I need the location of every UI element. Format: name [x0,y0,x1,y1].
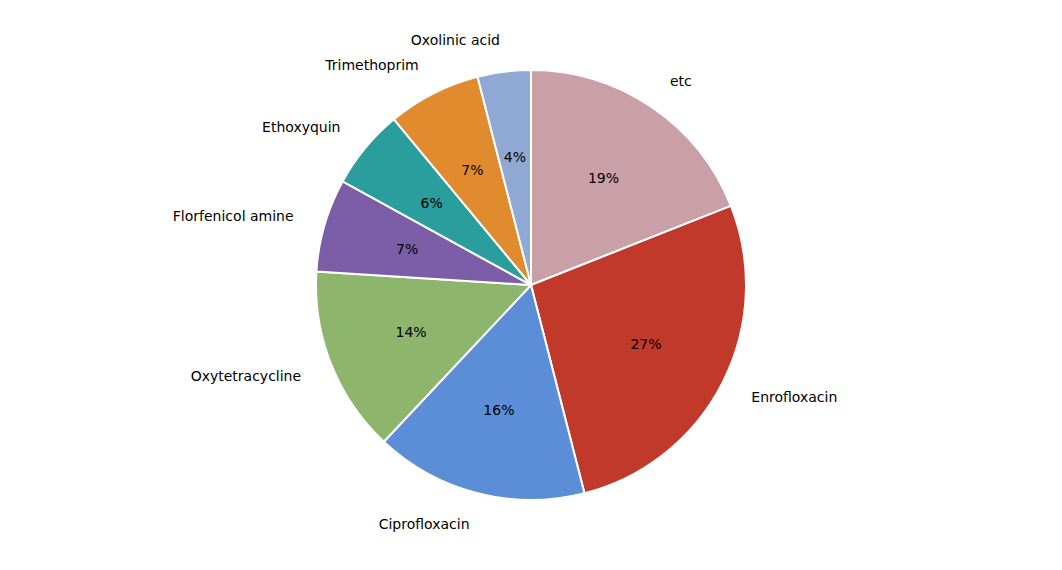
labels: etc 19% Enrofloxacin 27% Ciprofloxacin 16% Oxy… [173,32,838,533]
data-label: 14% [395,324,426,340]
slice-label: Enrofloxacin [751,389,837,405]
data-label: 19% [588,170,619,186]
slice-label: Oxolinic acid [411,32,500,48]
slice-label: Oxytetracycline [191,368,301,384]
data-label: 7% [461,162,483,178]
slice-label: Ethoxyquin [262,119,340,135]
wedges [316,70,746,500]
slice-label: etc [670,73,692,89]
slice-label: Florfenicol amine [173,208,294,224]
pie-slice [316,272,531,442]
data-label: 27% [630,336,661,352]
data-label: 16% [483,402,514,418]
pie-slice [478,70,531,285]
slice-label: Ciprofloxacin [379,516,470,532]
data-label: 7% [396,241,418,257]
chart: etc 19% Enrofloxacin 27% Ciprofloxacin 16% Oxy… [0,0,1062,570]
slice-label: Trimethoprim [324,57,419,73]
chart-container: etc 19% Enrofloxacin 27% Ciprofloxacin 16% Oxy… [0,0,1062,570]
data-label: 6% [420,195,442,211]
data-label: 4% [504,149,526,165]
